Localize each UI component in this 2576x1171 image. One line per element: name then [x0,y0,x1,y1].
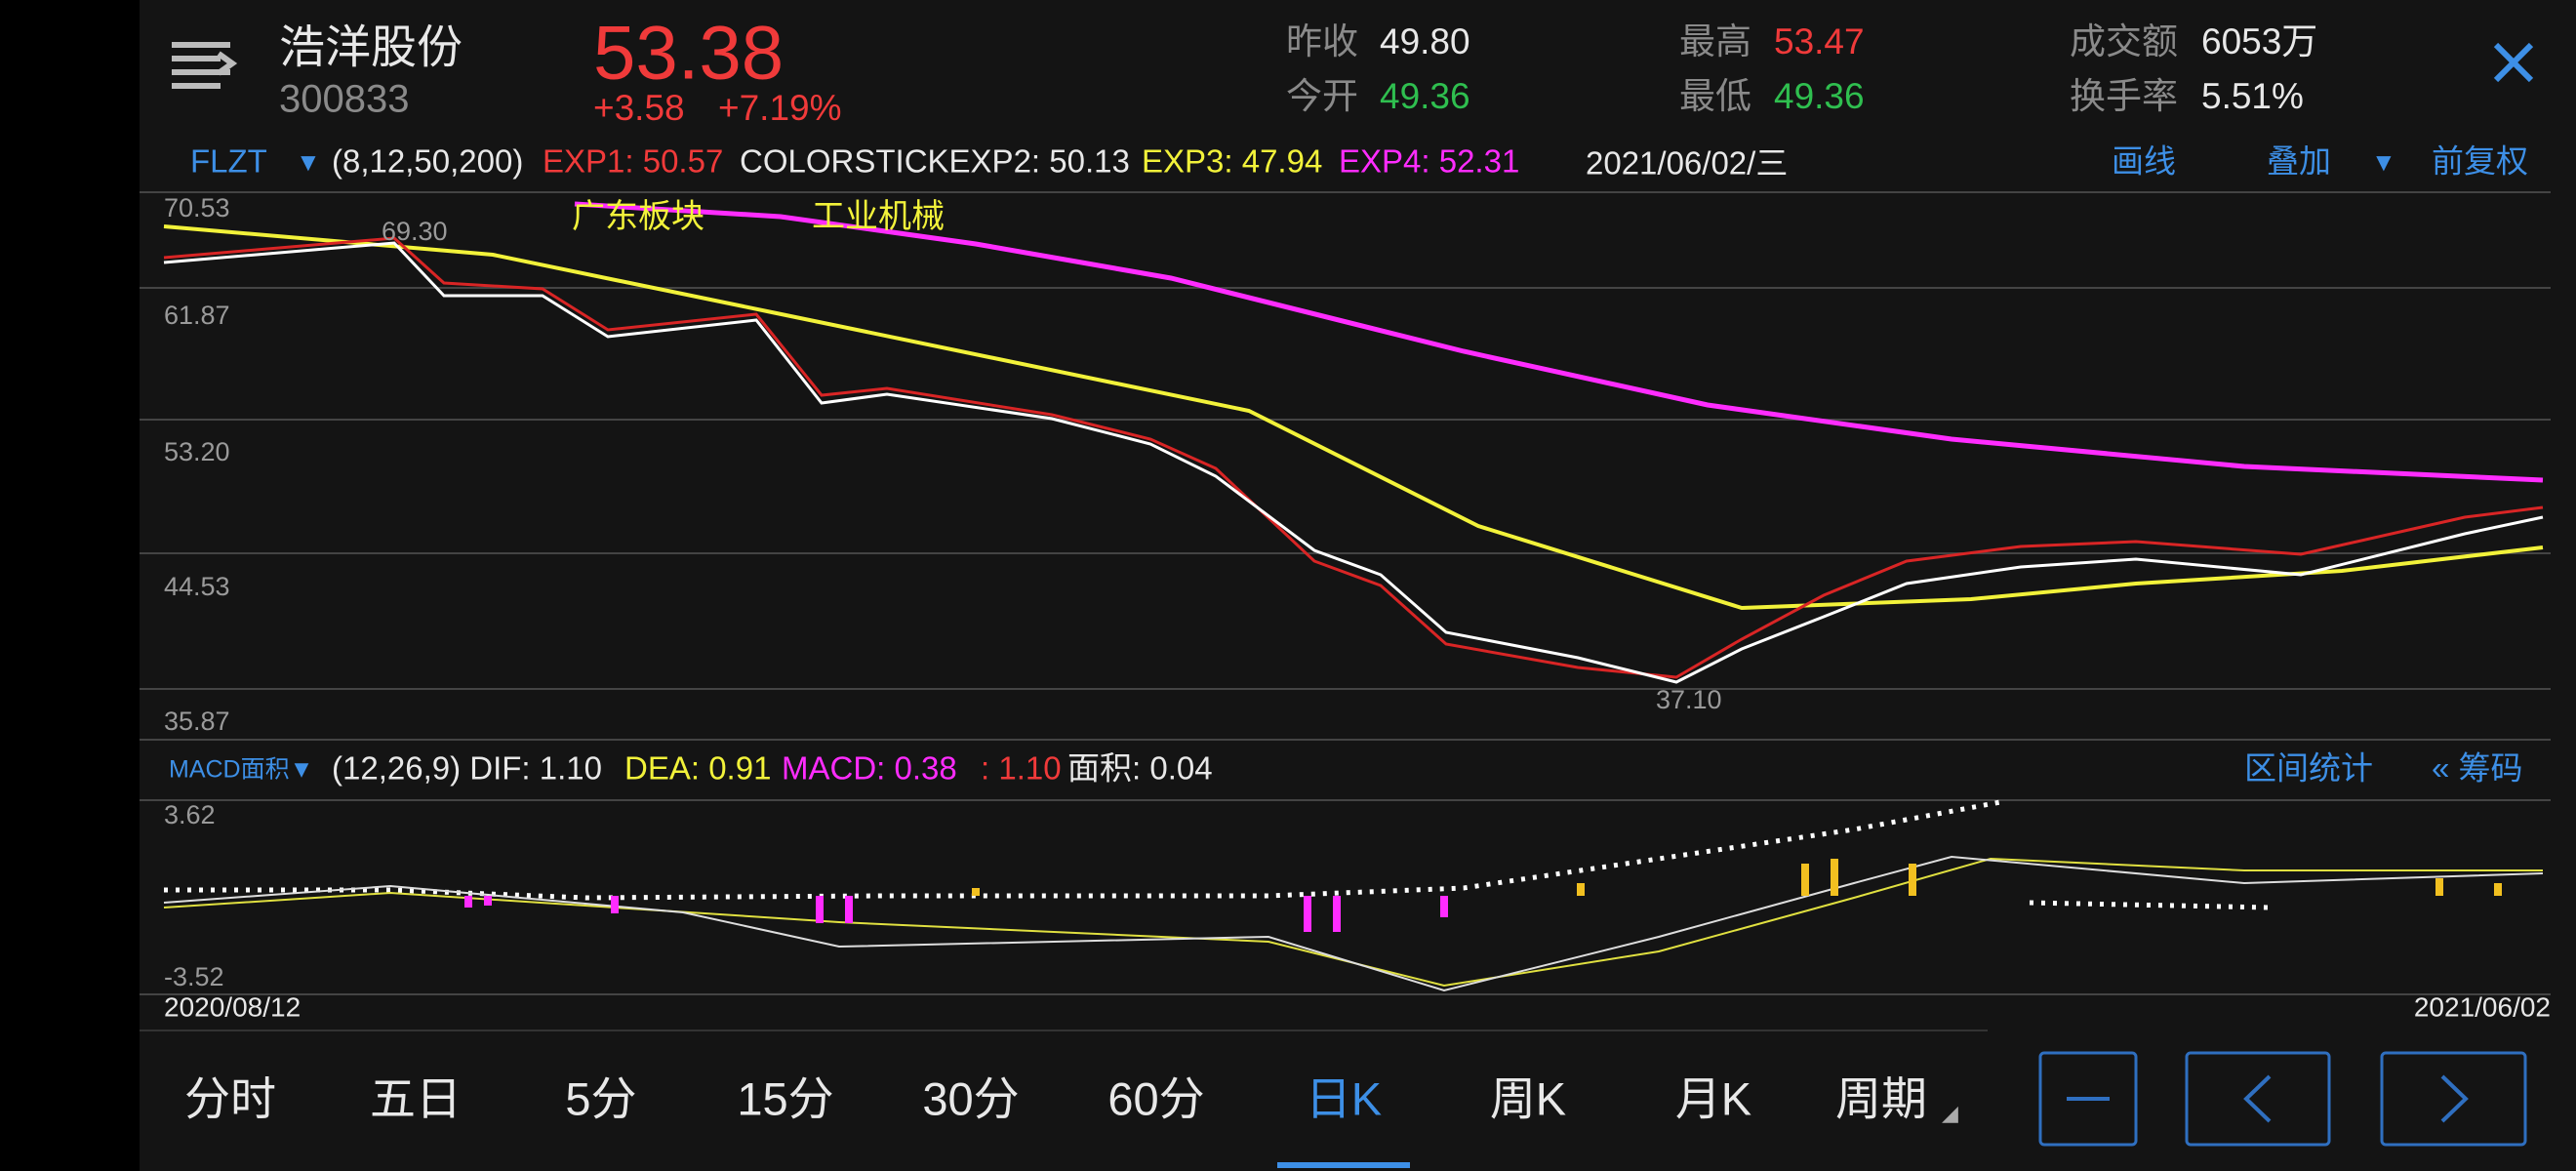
exp4: EXP4: 52.31 [1339,143,1519,180]
tab[interactable]: 60分 [1107,1072,1204,1124]
macd: MACD: 0.38 [782,750,957,787]
tab[interactable]: 分时 [184,1072,276,1124]
stat-label: 昨收 [1286,21,1358,61]
overlay-button[interactable]: 叠加 [2267,143,2331,180]
start-date: 2020/08/12 [164,991,301,1022]
sector-tag[interactable]: 广东板块 [572,198,704,235]
exp1-line [163,236,2544,679]
tab[interactable]: 月K [1675,1072,1751,1124]
y-axis-label: 61.87 [164,301,230,330]
stat-value: 53.47 [1774,21,1865,61]
y-axis-label: 70.53 [164,193,230,222]
chips-button[interactable]: « 筹码 [2432,750,2523,787]
stat-value: 5.51% [2201,76,2304,116]
tab[interactable]: 周K [1490,1072,1566,1124]
stat-label: 换手率 [2070,76,2178,116]
exp3-line [163,224,2544,611]
low-label: 37.10 [1656,685,1722,714]
macd-axis-label: -3.52 [164,962,224,991]
area: 面积: 0.04 [1067,750,1213,787]
stat-label: 最低 [1679,76,1751,116]
tab[interactable]: 五日 [370,1072,462,1124]
tab[interactable]: 15分 [737,1072,833,1124]
adjust-button[interactable]: 前复权 [2432,143,2528,180]
zoom-out-button[interactable] [2038,1051,2138,1147]
macd-grid [140,799,2551,995]
menu-icon[interactable] [172,42,238,89]
tab[interactable]: 周期 [1835,1072,1927,1124]
range-stats-button[interactable]: 区间统计 [2244,750,2373,787]
change: +3.58 [593,88,685,128]
indicator-arrow[interactable]: ▼ [296,147,321,177]
draw-button[interactable]: 画线 [2112,143,2176,180]
tab[interactable]: 日K [1306,1072,1382,1124]
tab[interactable]: 30分 [922,1072,1019,1124]
y-axis-label: 53.20 [164,437,230,466]
y-axis-label: 35.87 [164,707,230,736]
date: 2021/06/02/三 [1586,145,1788,182]
dea: DEA: 0.91 [624,750,771,787]
exp1: EXP1: 50.57 [543,143,723,180]
high-label: 69.30 [382,217,448,246]
indicator-name[interactable]: FLZT [190,143,267,180]
stat-value: 49.80 [1380,21,1470,61]
macd-params: (12,26,9) DIF: 1.10 [332,750,602,787]
stat-value: 6053万 [2201,21,2317,61]
price: 53.38 [593,10,784,96]
macd-dots [2029,900,2271,910]
exp3: EXP3: 47.94 [1142,143,1322,180]
prev-button[interactable] [2185,1051,2331,1147]
stock-code: 300833 [279,78,409,121]
price-grid [140,191,2551,741]
exp2: COLORSTICKEXP2: 50.13 [740,143,1130,180]
stat-label: 最高 [1679,21,1751,61]
stat-value: 49.36 [1380,76,1470,116]
exp2-line [163,241,2544,684]
y-axis-label: 44.53 [164,572,230,601]
indicator-params: (8,12,50,200) [332,143,523,180]
next-button[interactable] [2380,1051,2527,1147]
macd-dots [164,799,2001,901]
close-icon[interactable] [2493,42,2534,83]
tab[interactable]: 5分 [565,1072,636,1124]
macd-bars [464,859,2502,932]
panel [140,0,2576,1171]
macd-axis-label: 3.62 [164,800,216,829]
macd-extra: : 1.10 [981,750,1062,787]
exp4-line [574,201,2544,483]
end-date: 2021/06/02 [2414,991,2551,1022]
industry-tag[interactable]: 工业机械 [812,198,945,235]
macd-name[interactable]: MACD面积▼ [169,756,313,784]
active-tab-underline [1277,1162,1410,1168]
stat-label: 今开 [1286,76,1358,116]
change-pct: +7.19% [718,88,842,128]
stat-value: 49.36 [1774,76,1865,116]
overlay-arrow[interactable]: ▼ [2371,147,2396,177]
stat-label: 成交额 [2070,21,2178,61]
period-mark: ◢ [1942,1101,1958,1125]
dif-line [163,855,2544,992]
tab-bar: 分时 五日 5分 15分 30分 60分 日K 周K 月K 周期 ◢ [184,1072,1958,1124]
stock-name: 浩洋股份 [279,20,463,72]
